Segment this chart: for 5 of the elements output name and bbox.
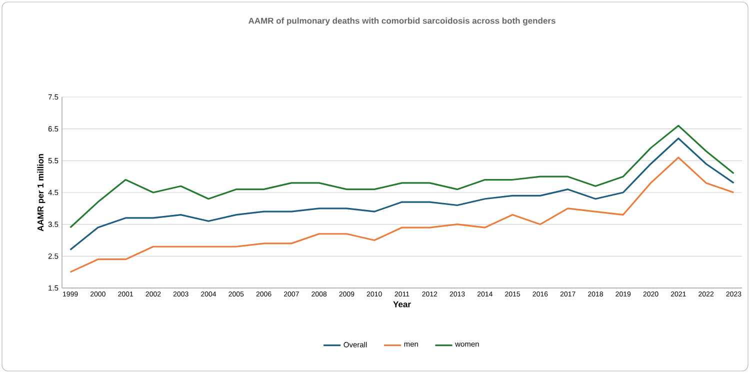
chart-title: AAMR of pulmonary deaths with comorbid sarcoidosis across both genders bbox=[248, 18, 556, 26]
x-axis-title: Year bbox=[393, 301, 411, 308]
line-series bbox=[69, 124, 735, 228]
line-series bbox=[69, 138, 735, 251]
y-axis-title: AAMR per 1 million bbox=[37, 154, 46, 232]
